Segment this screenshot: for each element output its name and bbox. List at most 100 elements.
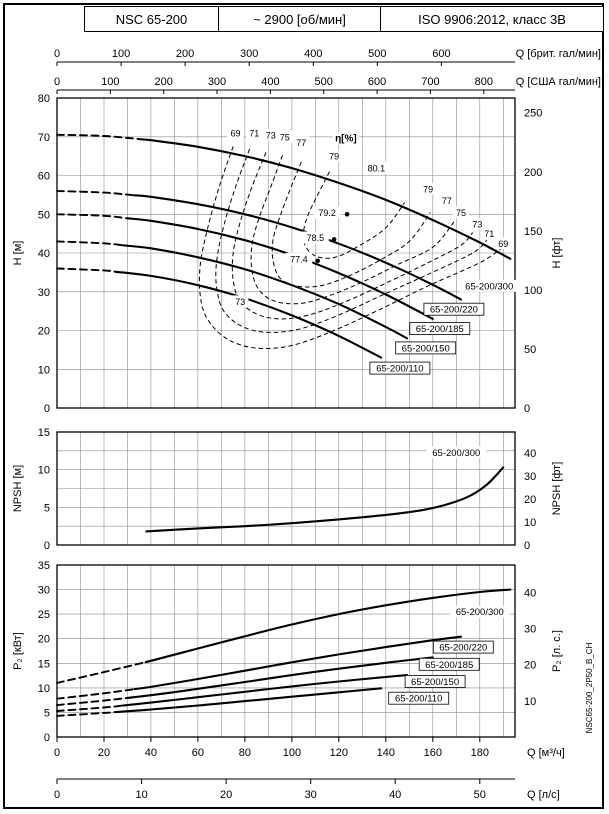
y-axis-title: H [м] (12, 241, 24, 266)
curve-label-65-200/150: 65-200/150 (402, 343, 450, 354)
y-tick-right: 20 (524, 660, 536, 672)
y-tick-right: 100 (524, 285, 542, 297)
y-tick-right: 30 (524, 624, 536, 636)
x-tick: 100 (112, 48, 130, 60)
x-tick: 20 (98, 747, 110, 759)
curve-label-65-200/110: 65-200/110 (376, 364, 423, 375)
curve-label-65-200/110-box (388, 691, 450, 705)
y-tick-right: 40 (524, 448, 536, 460)
curve-lead-65-200/150 (56, 240, 124, 247)
efficiency-label: 71 (484, 229, 494, 239)
y-tick: 10 (38, 683, 50, 695)
y-axis-right-title: P₂ [л. с.] (551, 630, 563, 672)
efficiency-label: 69 (230, 128, 240, 138)
x-tick: 10 (135, 789, 147, 801)
test-standard: ISO 9906:2012, класс 3В (380, 6, 604, 32)
y-tick: 0 (44, 540, 50, 552)
x-tick: 120 (330, 747, 348, 759)
efficiency-contour-77 (271, 161, 431, 288)
x-tick: 0 (54, 789, 60, 801)
curve-lead-65-200/185 (56, 213, 129, 220)
curve-label-65-200/300-box (449, 605, 510, 618)
efficiency-label: 73 (472, 219, 482, 229)
efficiency-contour-79 (302, 171, 406, 259)
efficiency-label-box (438, 194, 456, 207)
efficiency-contour-73 (231, 152, 474, 320)
curve-65-200/220 (133, 635, 463, 691)
x-tick: 800 (475, 76, 493, 88)
efficiency-label-box (452, 206, 470, 219)
document-code: NSC65-200_2P50_B_CH (585, 642, 594, 733)
npsh-frame (56, 431, 516, 546)
curve-65-200/220 (133, 194, 463, 301)
head-chart: 65-200/300 65-200/220 65-200/185 65-200/150… (12, 93, 563, 415)
x-tick: 40 (145, 747, 157, 759)
efficiency-contour-75 (250, 155, 455, 305)
y-tick: 25 (38, 609, 50, 621)
x-tick: 160 (424, 747, 442, 759)
y-tick-right: 250 (524, 108, 542, 120)
efficiency-label: 75 (456, 208, 466, 218)
x-tick: 400 (304, 48, 322, 60)
curve-label-65-200/150-box (404, 675, 466, 688)
head-frame (56, 97, 516, 409)
efficiency-point-label: 77.4 (290, 254, 308, 264)
x-tick: 500 (368, 48, 386, 60)
x-tick: 140 (377, 747, 395, 759)
curve-lead-65-200/300 (56, 661, 148, 684)
pump-model: NSC 65-200 (84, 6, 219, 32)
y-tick: 50 (38, 209, 50, 221)
curve-65-200/300 (144, 138, 512, 260)
y-axis-right-title: NPSH [фт] (551, 462, 563, 516)
x-tick: 0 (54, 76, 60, 88)
curve-label-65-200/150-box (395, 341, 457, 355)
efficiency-point-label: 78.5 (307, 233, 325, 243)
y-tick-right: 150 (524, 226, 542, 238)
efficiency-label: 79 (329, 152, 339, 162)
curve-label-65-200/220-box (423, 302, 485, 316)
x-tick: 700 (421, 76, 439, 88)
y-tick: 70 (38, 132, 50, 144)
x-axis-title: Q [м³/ч] (527, 747, 565, 759)
x-tick: 0 (54, 747, 60, 759)
x-axis-title: Q [брит. гал/мин] (516, 48, 601, 60)
efficiency-unit-label-box (332, 131, 360, 144)
curve-label-65-200/300: 65-200/300 (465, 281, 513, 292)
x-tick: 200 (176, 48, 194, 60)
curve-lead-65-200/300 (56, 133, 148, 141)
efficiency-label: 77 (442, 196, 452, 206)
y-tick: 30 (38, 287, 50, 299)
x-tick: 30 (305, 789, 317, 801)
efficiency-point-label: 79.2 (318, 208, 336, 218)
y-tick-right: 50 (524, 344, 536, 356)
curve-65-200/110 (114, 687, 383, 714)
efficiency-label: 75 (280, 132, 290, 142)
y-tick: 35 (38, 560, 50, 572)
curve-label-65-200/185-box (409, 322, 471, 336)
efficiency-label-box (419, 183, 437, 196)
curve-label-65-200/185: 65-200/185 (416, 324, 464, 335)
efficiency-contour-69 (198, 146, 504, 350)
efficiency-contour-71 (215, 148, 488, 333)
npsh-chart: 65-200/300 0 5 10 15 NPSH [м] 0 10 20 30 40 NPSH [ф… (12, 427, 563, 552)
y-tick: 20 (38, 326, 50, 338)
x-tick: 100 (283, 747, 301, 759)
x-tick: 50 (474, 789, 486, 801)
efficiency-point-label: 73 (235, 297, 245, 307)
y-axis-right-title: H [фт] (551, 238, 563, 269)
efficiency-point-label-box (302, 231, 329, 244)
efficiency-label-box (293, 136, 310, 149)
y-tick-right: 40 (524, 587, 536, 599)
y-tick-right: 0 (524, 540, 530, 552)
y-tick-right: 10 (524, 696, 536, 708)
efficiency-point-label-box (313, 206, 341, 219)
efficiency-label-box (363, 161, 390, 174)
x-tick: 20 (220, 789, 232, 801)
curve-65-200/150 (121, 244, 409, 340)
x-tick: 40 (389, 789, 401, 801)
efficiency-point-dot (331, 237, 337, 242)
curve-label-65-200/300: 65-200/300 (456, 607, 504, 618)
curve-label-65-200/300: 65-200/300 (432, 448, 480, 459)
